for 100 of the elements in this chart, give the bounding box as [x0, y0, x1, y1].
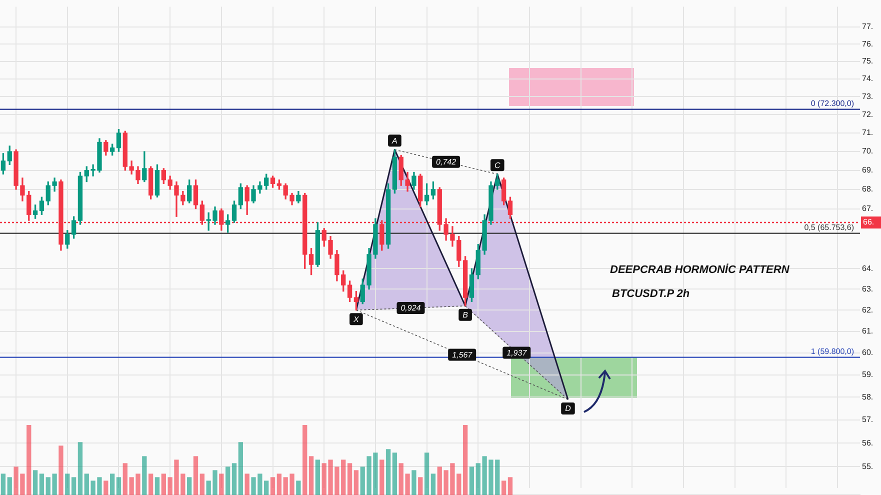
annotation: 1,567: [452, 350, 473, 360]
y-tick-label: 75.: [862, 56, 874, 66]
bar: [116, 477, 122, 495]
bar: [20, 474, 25, 495]
bar: [412, 470, 416, 495]
bar: [270, 477, 276, 495]
bar: [58, 446, 64, 495]
bar: [232, 463, 237, 495]
bar: [315, 460, 320, 495]
bar: [180, 474, 186, 495]
annotation: A: [391, 136, 398, 146]
bar: [258, 474, 262, 495]
y-tick-label: 59.: [862, 370, 874, 380]
y-tick-label: 67.: [862, 204, 874, 213]
bar: [251, 477, 256, 495]
bar: [276, 474, 282, 495]
bar: [296, 480, 301, 495]
bar: [373, 452, 378, 495]
y-tick-label: 72.: [862, 110, 874, 119]
bar: [161, 474, 166, 495]
bar: [142, 456, 147, 495]
bar: [129, 477, 134, 495]
bar: [501, 480, 506, 495]
y-tick-label: 71.: [862, 128, 874, 138]
y-tick-label: 62.: [862, 305, 874, 314]
bar: [322, 463, 326, 495]
bar: [238, 442, 243, 495]
text: DEEPCRAB HORMONİC PATTERN: [610, 264, 790, 276]
bar: [398, 463, 404, 495]
bar: [148, 474, 154, 495]
y-tick-label: 64.: [862, 264, 874, 273]
bar: [32, 470, 38, 495]
y-tick-label: 70.: [862, 146, 874, 156]
ref-line-label: 1 (59.800,0): [810, 347, 854, 356]
bar: [508, 477, 513, 495]
y-tick-label: 77.: [862, 22, 874, 32]
bar: [174, 460, 179, 495]
bar: [122, 463, 128, 495]
y-tick-label: 69.: [862, 166, 874, 175]
y-tick-label: 74.: [862, 74, 874, 84]
bar: [168, 477, 172, 495]
bar: [14, 466, 18, 495]
bar: [187, 477, 192, 495]
bar: [97, 477, 102, 495]
bar: [264, 480, 269, 495]
y-tick-label: 57.: [862, 415, 874, 424]
bar: [405, 474, 410, 495]
bar: [244, 474, 250, 495]
bar: [110, 474, 115, 495]
y-tick-label: 58.: [862, 392, 874, 402]
bar: [219, 474, 224, 495]
y-tick-label: 76.: [862, 39, 874, 48]
bar: [226, 466, 230, 495]
bar: [366, 456, 372, 495]
bar: [26, 425, 32, 495]
y-tick-label: 61.: [862, 326, 874, 336]
bar: [456, 474, 462, 495]
bar: [450, 463, 455, 495]
y-tick-label: 63.: [862, 284, 874, 294]
bar: [354, 470, 359, 495]
bar: [418, 477, 423, 495]
ref-line-label: 0,5 (65.753,6): [804, 223, 854, 232]
bar: [302, 425, 308, 495]
bar: [290, 474, 294, 495]
bar: [78, 442, 83, 495]
bar: [488, 460, 494, 495]
ref-line-label: 0 (72.300,0): [810, 99, 854, 108]
bar: [283, 477, 288, 495]
bar: [469, 466, 474, 495]
bar: [154, 477, 160, 495]
bar: [193, 456, 198, 495]
annotation: 0,742: [436, 158, 457, 167]
bar: [347, 463, 352, 495]
text: BTCUSDT.P 2h: [612, 288, 690, 300]
annotation: 0,924: [400, 304, 422, 313]
bar: [392, 452, 398, 495]
bar: [380, 460, 384, 495]
ref-line-label: 66.: [863, 218, 874, 227]
bar: [212, 470, 218, 495]
bar: [386, 449, 391, 495]
bar: [495, 460, 500, 495]
bar: [341, 460, 346, 495]
annotation: B: [462, 310, 469, 320]
bar: [71, 477, 76, 495]
bar: [65, 474, 70, 495]
bar: [476, 463, 480, 495]
bar: [52, 474, 57, 495]
annotation: 1,937: [506, 348, 528, 358]
bar: [136, 474, 140, 495]
y-tick-label: 60.: [862, 348, 874, 358]
bar: [360, 466, 365, 495]
bar: [334, 466, 340, 495]
bar: [424, 452, 430, 495]
bar: [39, 474, 44, 495]
bar: [308, 456, 314, 495]
bar: [206, 480, 211, 495]
y-tick-label: 56.: [862, 438, 874, 448]
y-tick-label: 68.: [862, 184, 874, 194]
annotation: C: [494, 160, 500, 170]
annotation: X: [352, 314, 360, 324]
